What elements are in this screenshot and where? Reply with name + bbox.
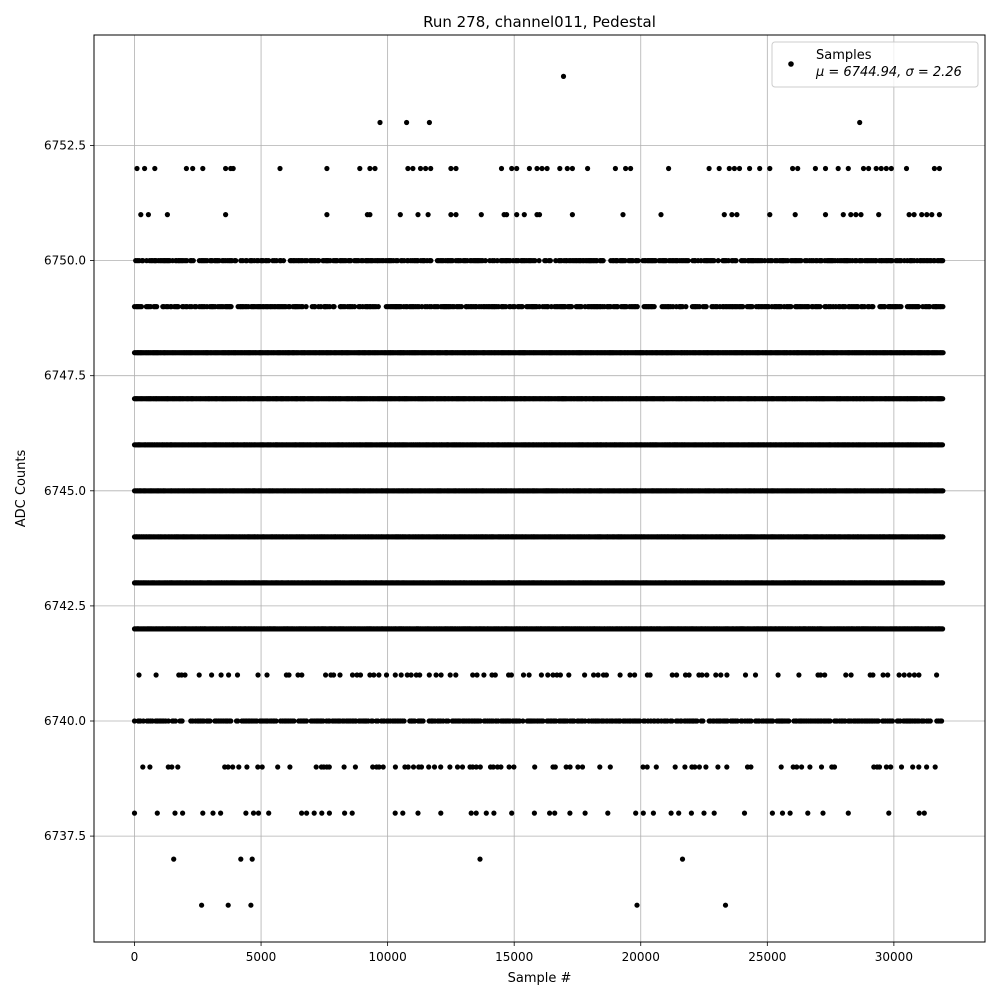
data-point: [940, 626, 946, 632]
data-points: [131, 73, 946, 908]
data-point: [940, 488, 946, 494]
data-point: [940, 580, 946, 586]
data-point: [939, 442, 946, 448]
data-point: [940, 534, 946, 540]
